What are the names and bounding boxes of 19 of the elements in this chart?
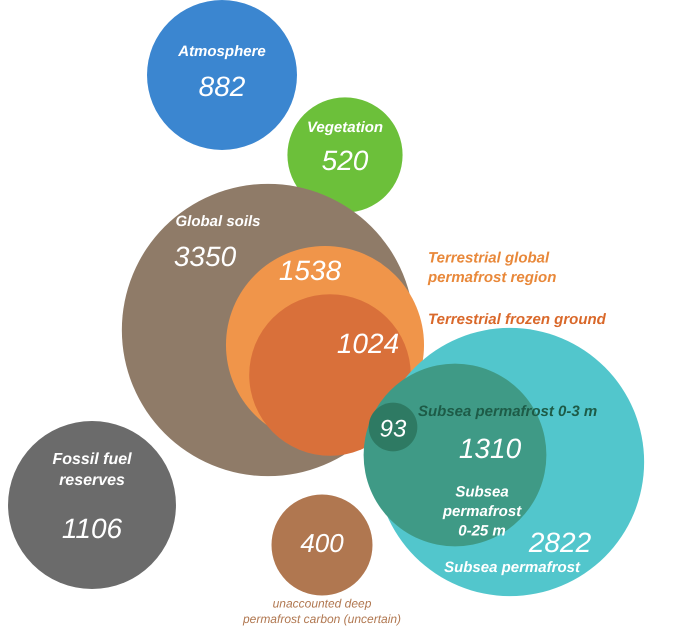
category-label: Fossil fuel reserves	[52, 451, 132, 489]
category-label: Terrestrial global permafrost region	[427, 249, 556, 286]
category-label: Subsea permafrost	[444, 559, 581, 576]
category-label: Atmosphere	[177, 43, 266, 60]
data-label: 882	[198, 70, 246, 102]
category-label: Global soils	[175, 213, 261, 230]
category-label: Vegetation	[306, 119, 384, 136]
data-label: 520	[322, 144, 369, 176]
data-label: 93	[380, 416, 407, 443]
category-label: Terrestrial frozen ground	[428, 311, 607, 328]
data-label: 1538	[278, 254, 342, 286]
data-label: 400	[300, 528, 344, 558]
data-label: 1024	[336, 328, 400, 359]
category-label: Subsea permafrost 0-25 m	[442, 484, 522, 540]
data-label: 2822	[528, 526, 592, 558]
category-label: unaccounted deep permafrost carbon (uncertain)	[242, 596, 402, 626]
data-label: 1106	[62, 512, 123, 544]
data-label: 3350	[174, 240, 237, 272]
data-label: 1310	[458, 432, 522, 464]
